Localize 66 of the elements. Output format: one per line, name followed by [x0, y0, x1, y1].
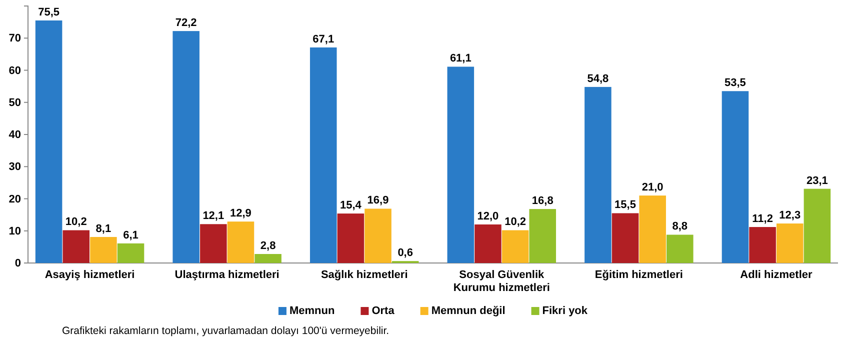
text: 54,8	[587, 72, 609, 85]
y-tick-label: 70	[8, 32, 21, 45]
y-tick-label: 20	[8, 193, 21, 206]
bar	[310, 47, 337, 263]
y-tick-label: 30	[8, 161, 21, 174]
text: 10,2	[504, 216, 526, 228]
x-tick-label: Eğitim hizmetleri	[594, 269, 683, 282]
legend-label: Memnun	[289, 305, 335, 317]
bar	[172, 31, 200, 263]
bar	[666, 234, 694, 263]
legend-label: Fikri yok	[542, 305, 588, 317]
text: 75,5	[38, 6, 60, 18]
bar	[639, 196, 666, 263]
text: 12,9	[230, 208, 252, 220]
text: 53,5	[724, 77, 746, 90]
bar	[776, 223, 804, 263]
legend-label: Memnun değil	[431, 305, 506, 317]
text: 12,1	[202, 210, 224, 222]
text: 16,8	[532, 195, 554, 208]
text: 21,0	[642, 182, 664, 194]
bar	[529, 209, 556, 263]
text: 16,9	[367, 194, 389, 207]
text: 15,5	[614, 199, 636, 212]
x-tick-label: Sosyal Güvenlik Kurumu hizmetleri	[453, 269, 550, 294]
x-tick-label: Sağlık hizmetleri	[320, 269, 408, 282]
bar	[474, 224, 502, 263]
bar	[749, 227, 776, 263]
text: 0,6	[398, 247, 413, 260]
text: 12,3	[779, 209, 801, 222]
x-tick-label: Asayiş hizmetleri	[44, 269, 135, 282]
y-tick-label: 50	[8, 96, 21, 109]
bar	[337, 214, 364, 263]
legend-label: Orta	[372, 305, 396, 317]
bar	[364, 208, 392, 263]
bar	[584, 86, 612, 263]
bar	[35, 20, 62, 263]
text: 12,0	[477, 210, 499, 222]
bar	[447, 66, 474, 263]
text: 23,1	[806, 174, 828, 187]
bar	[804, 188, 831, 263]
text: 11,2	[752, 213, 773, 226]
bar	[62, 230, 90, 263]
bar	[254, 254, 282, 263]
text: 6,1	[123, 229, 138, 242]
text: 72,2	[175, 17, 197, 30]
text: 61,1	[450, 52, 472, 65]
y-tick-label: 0	[14, 258, 21, 270]
text: Grafikteki rakamların toplamı, yuvarlamadan dolayı 100'ü vermeyebilir.	[62, 325, 390, 337]
bar	[502, 230, 529, 263]
y-tick-label: 60	[8, 64, 21, 77]
text: 2,8	[260, 240, 276, 252]
text: 8,8	[672, 220, 688, 233]
bar	[612, 213, 639, 263]
y-tick-label: 40	[8, 129, 21, 142]
y-tick-label: 10	[8, 225, 21, 238]
x-tick-label: Ulaştırma hizmetleri	[174, 269, 280, 282]
bar	[227, 222, 254, 263]
text: 15,4	[340, 200, 362, 212]
bar	[200, 224, 227, 263]
bar	[90, 236, 117, 263]
bar	[117, 243, 144, 263]
bar	[722, 91, 749, 263]
text: 67,1	[312, 33, 334, 46]
text: 10,2	[65, 216, 87, 228]
x-tick-label: Adli hizmetler	[740, 269, 813, 282]
text: 8,1	[96, 222, 112, 235]
